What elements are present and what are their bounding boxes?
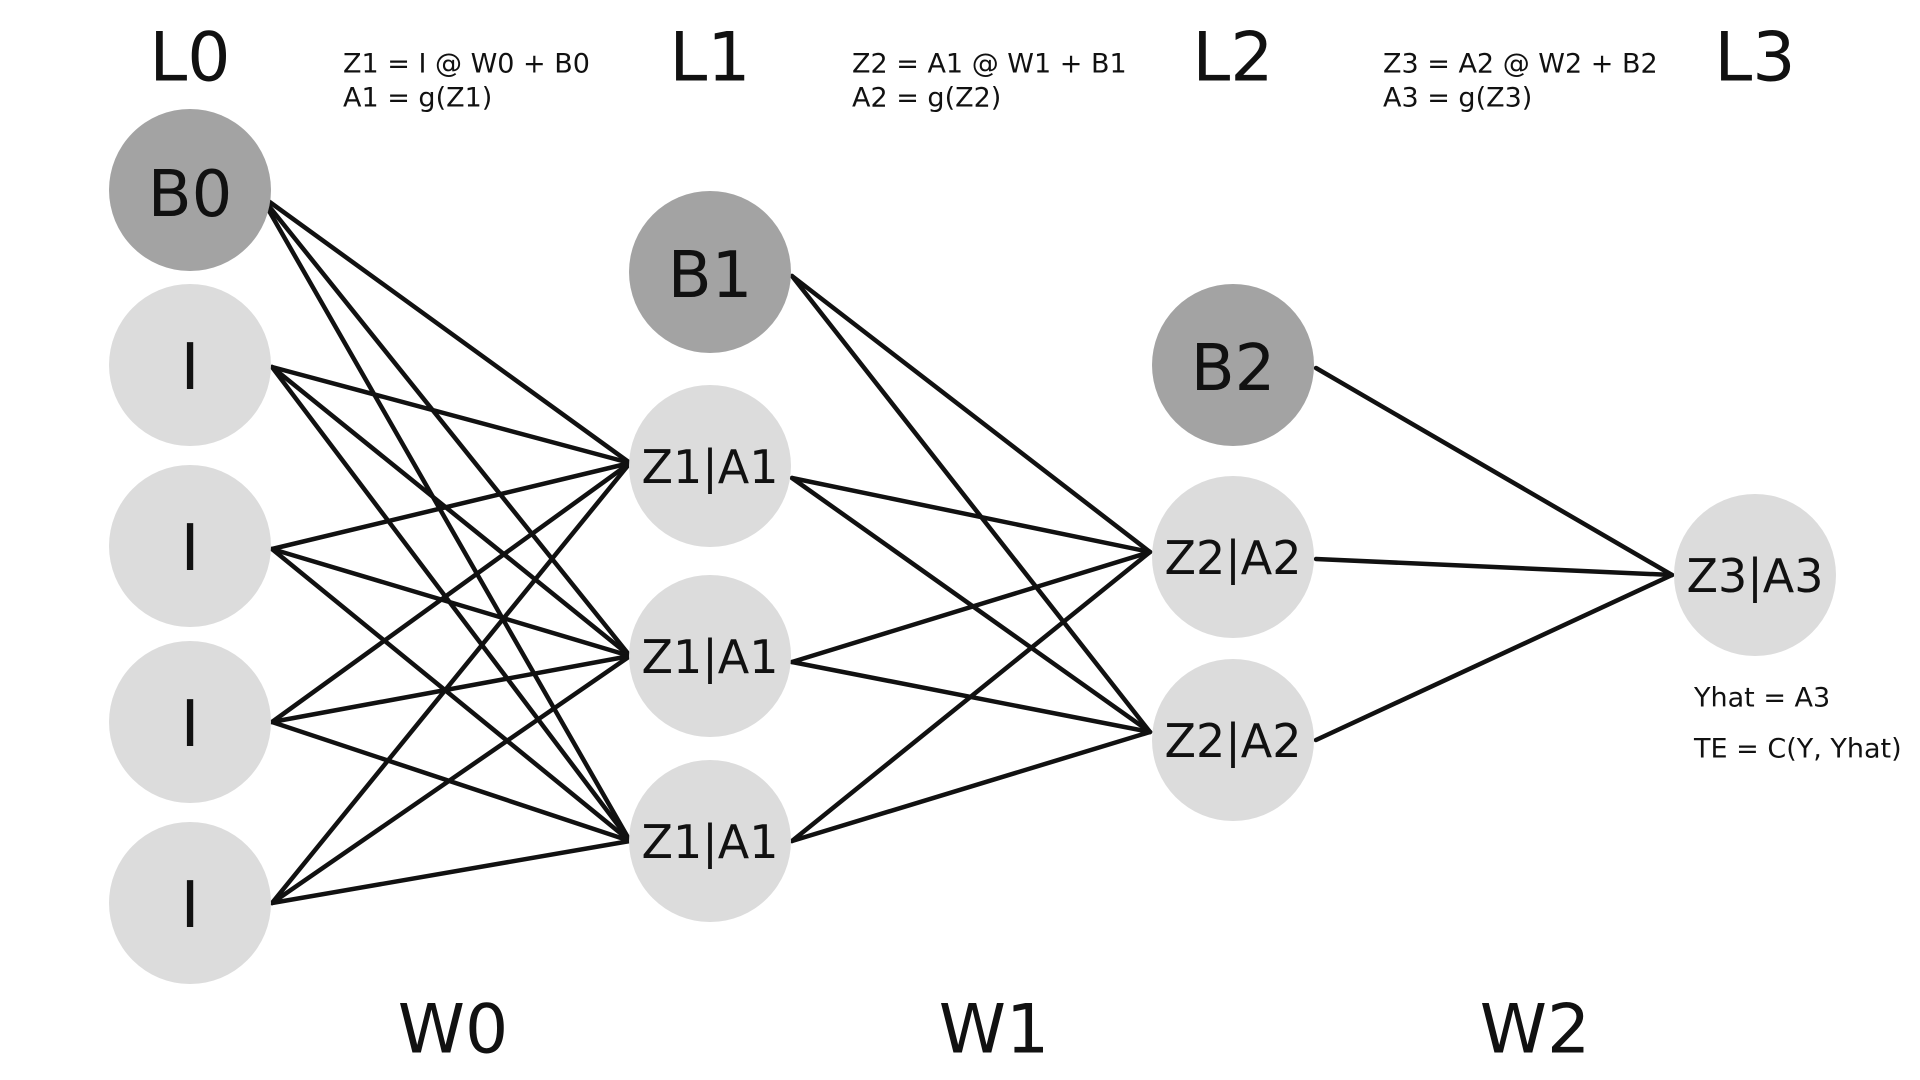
input-node-label: I bbox=[181, 331, 200, 405]
edge bbox=[269, 838, 633, 906]
weight-labels: W0 W1 W2 bbox=[398, 991, 1591, 1070]
edge bbox=[789, 549, 1153, 665]
bias-node-b0 bbox=[109, 109, 271, 271]
layer-labels: L0 L1 L2 L3 bbox=[149, 19, 1795, 98]
bias-node-b0-label: B0 bbox=[148, 158, 233, 232]
edge bbox=[269, 460, 633, 552]
edge bbox=[269, 653, 633, 906]
output-neuron-l3-label: Z3|A3 bbox=[1686, 549, 1823, 604]
input-node-label: I bbox=[181, 512, 200, 586]
edge bbox=[789, 475, 1153, 555]
output-note-total-error: TE = C(Y, Yhat) bbox=[1693, 734, 1902, 765]
layer-3: Z3|A3 bbox=[1674, 494, 1836, 656]
edge bbox=[269, 653, 633, 725]
edge bbox=[269, 364, 633, 659]
layer-1: B1 Z1|A1 Z1|A1 Z1|A1 bbox=[629, 191, 791, 922]
hidden-neuron-l2 bbox=[1152, 476, 1314, 638]
output-neuron-l3 bbox=[1674, 494, 1836, 656]
input-node bbox=[109, 822, 271, 984]
weight-label-w2: W2 bbox=[1480, 991, 1591, 1070]
layer-label-l0: L0 bbox=[149, 19, 230, 98]
input-node bbox=[109, 641, 271, 803]
input-node bbox=[109, 284, 271, 446]
equation-z1: Z1 = I @ W0 + B0 bbox=[343, 49, 590, 80]
hidden-neuron-l2-label: Z2|A2 bbox=[1164, 531, 1301, 586]
layer-label-l1: L1 bbox=[669, 19, 750, 98]
input-node bbox=[109, 465, 271, 627]
layer-label-l3: L3 bbox=[1714, 19, 1795, 98]
edges-w1 bbox=[789, 273, 1153, 844]
hidden-neuron-l2-label: Z2|A2 bbox=[1164, 714, 1301, 769]
hidden-neuron-l1-label: Z1|A1 bbox=[641, 815, 778, 870]
hidden-neuron-l1-label: Z1|A1 bbox=[641, 630, 778, 685]
edge bbox=[257, 192, 633, 466]
output-note-yhat: Yhat = A3 bbox=[1693, 683, 1830, 714]
edge bbox=[269, 460, 633, 725]
hidden-neuron-l1-label: Z1|A1 bbox=[641, 440, 778, 495]
hidden-neuron-l1 bbox=[629, 760, 791, 922]
layer-2: B2 Z2|A2 Z2|A2 bbox=[1152, 284, 1314, 821]
equation-z2: Z2 = A1 @ W1 + B1 bbox=[852, 49, 1127, 80]
hidden-neuron-l2 bbox=[1152, 659, 1314, 821]
edge bbox=[269, 460, 633, 906]
bias-node-b2 bbox=[1152, 284, 1314, 446]
input-node-label: I bbox=[181, 688, 200, 762]
hidden-neuron-l1 bbox=[629, 575, 791, 737]
edge bbox=[1313, 572, 1675, 743]
equation-a3: A3 = g(Z3) bbox=[1383, 83, 1532, 114]
edges-w0 bbox=[257, 192, 633, 906]
input-node-label: I bbox=[181, 869, 200, 943]
edge bbox=[269, 546, 633, 659]
equation-z3: Z3 = A2 @ W2 + B2 bbox=[1383, 49, 1658, 80]
weight-label-w1: W1 bbox=[939, 991, 1050, 1070]
output-notes: Yhat = A3 TE = C(Y, Yhat) bbox=[1693, 683, 1902, 765]
bias-node-b2-label: B2 bbox=[1191, 332, 1276, 406]
bias-node-b1 bbox=[629, 191, 791, 353]
edge bbox=[789, 549, 1153, 844]
edge bbox=[257, 192, 633, 844]
edge bbox=[789, 729, 1153, 844]
weight-label-w0: W0 bbox=[398, 991, 509, 1070]
edge bbox=[257, 192, 633, 659]
hidden-neuron-l1 bbox=[629, 385, 791, 547]
equation-a2: A2 = g(Z2) bbox=[852, 83, 1001, 114]
equations: Z1 = I @ W0 + B0 A1 = g(Z1) Z2 = A1 @ W1… bbox=[343, 49, 1658, 114]
edge bbox=[789, 273, 1153, 735]
layer-0: B0 I I I I bbox=[109, 109, 271, 984]
layer-label-l2: L2 bbox=[1192, 19, 1273, 98]
edges-w2 bbox=[1313, 365, 1675, 743]
edge bbox=[1313, 365, 1675, 578]
edge bbox=[1313, 556, 1675, 578]
edge bbox=[269, 364, 633, 466]
bias-node-b1-label: B1 bbox=[668, 239, 753, 313]
equation-a1: A1 = g(Z1) bbox=[343, 83, 492, 114]
edge bbox=[789, 273, 1153, 555]
edge bbox=[269, 546, 633, 844]
